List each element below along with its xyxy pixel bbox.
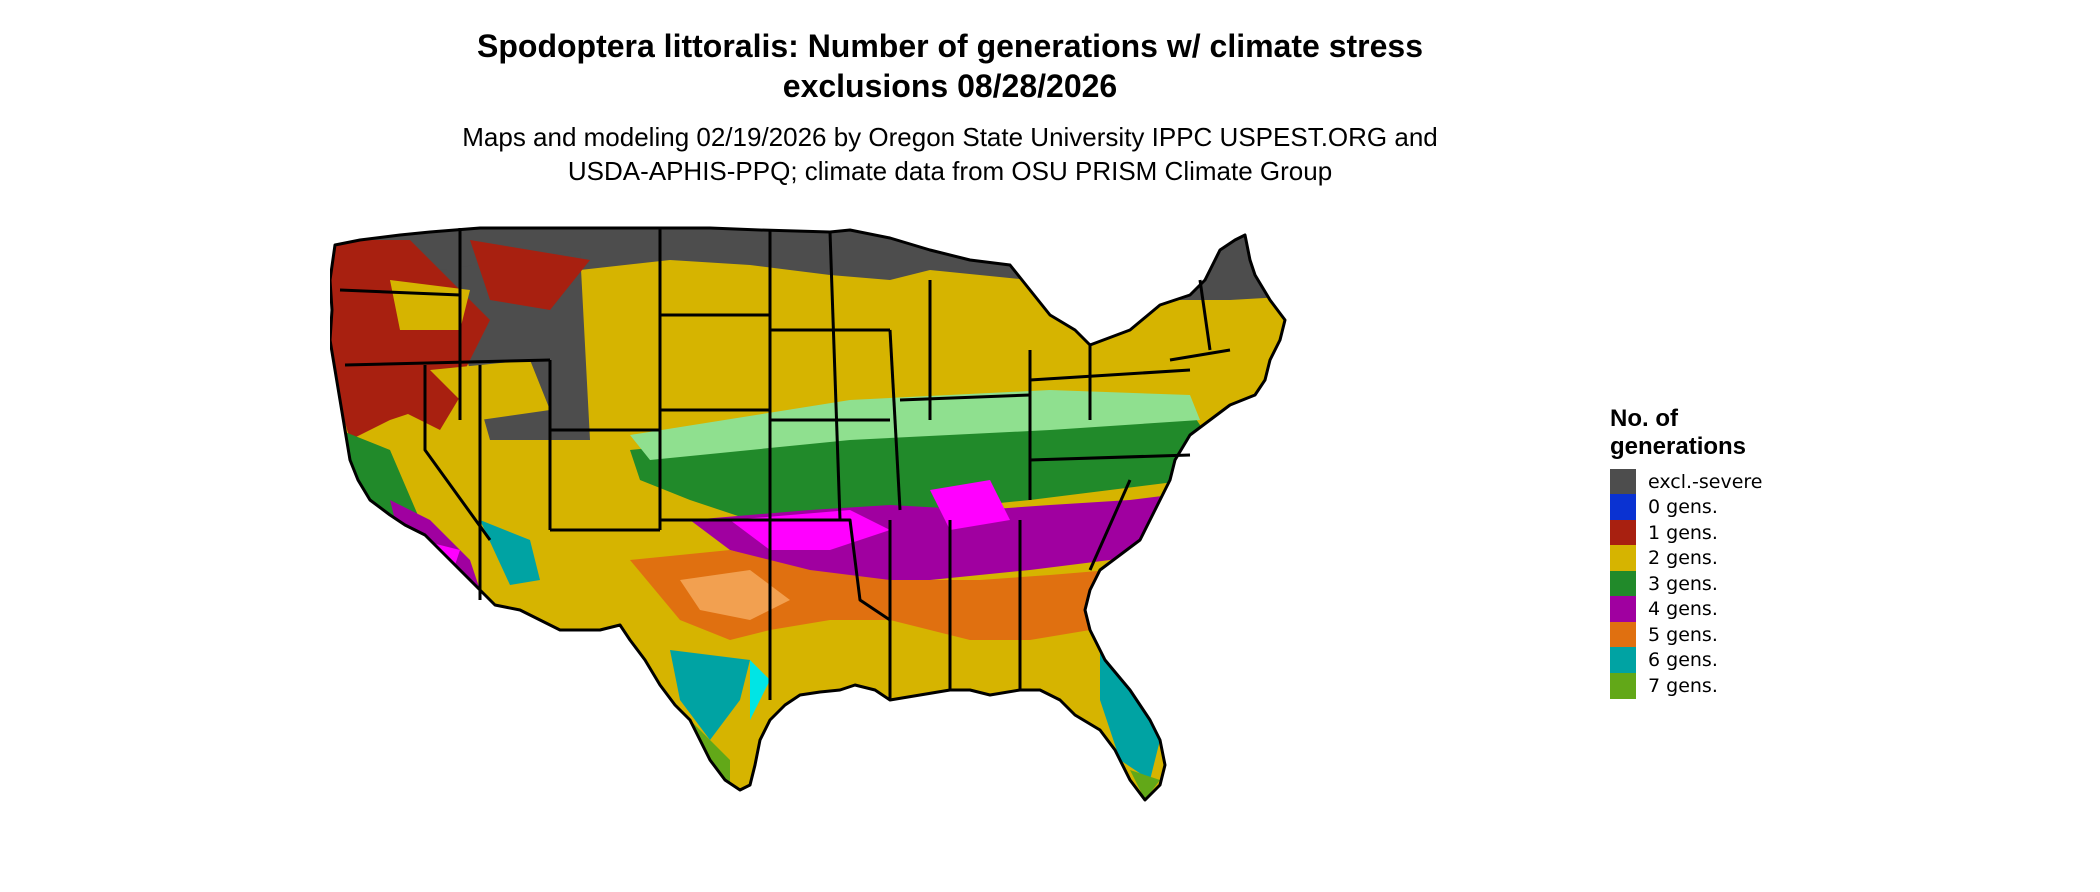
legend-swatch xyxy=(1610,519,1636,546)
legend-label: 6 gens. xyxy=(1648,649,1718,672)
subtitle-line-1: Maps and modeling 02/19/2026 by Oregon S… xyxy=(462,122,1438,152)
legend-label: 4 gens. xyxy=(1648,598,1718,621)
legend-item: 2 gens. xyxy=(1610,545,1830,572)
legend-swatch xyxy=(1610,672,1636,699)
legend-label: 0 gens. xyxy=(1648,496,1718,519)
legend-swatch xyxy=(1610,596,1636,623)
legend-label: 7 gens. xyxy=(1648,674,1718,697)
us-generations-map xyxy=(330,226,1287,802)
legend-swatch xyxy=(1610,494,1636,521)
legend-title-line-2: generations xyxy=(1610,433,1747,460)
legend-swatch xyxy=(1610,545,1636,572)
legend-swatch xyxy=(1610,570,1636,597)
legend-swatch xyxy=(1610,621,1636,648)
map-subtitle: Maps and modeling 02/19/2026 by Oregon S… xyxy=(0,120,1900,188)
legend-label: 2 gens. xyxy=(1648,547,1718,570)
legend-title-line-1: No. of xyxy=(1610,405,1678,432)
legend-item: 3 gens. xyxy=(1610,570,1830,597)
legend-label: 3 gens. xyxy=(1648,572,1718,595)
title-line-1: Spodoptera littoralis: Number of generat… xyxy=(477,28,1423,64)
legend-label: 1 gens. xyxy=(1648,521,1718,544)
legend-label: 5 gens. xyxy=(1648,623,1718,646)
legend-item: 6 gens. xyxy=(1610,647,1830,674)
legend-swatch xyxy=(1610,647,1636,674)
subtitle-line-2: USDA-APHIS-PPQ; climate data from OSU PR… xyxy=(567,156,1333,186)
legend-item: 4 gens. xyxy=(1610,596,1830,623)
legend-item: 1 gens. xyxy=(1610,519,1830,546)
legend-swatch xyxy=(1610,468,1636,495)
legend-item: excl.-severe xyxy=(1610,468,1830,495)
title-line-2: exclusions 08/28/2026 xyxy=(782,68,1118,104)
legend-title: No. of generations xyxy=(1610,405,1830,461)
map-legend: No. of generations excl.-severe 0 gens. … xyxy=(1610,405,1830,699)
legend-item: 5 gens. xyxy=(1610,621,1830,648)
legend-label: excl.-severe xyxy=(1648,470,1763,493)
legend-item: 0 gens. xyxy=(1610,494,1830,521)
legend-item: 7 gens. xyxy=(1610,672,1830,699)
map-title: Spodoptera littoralis: Number of generat… xyxy=(0,26,1900,106)
